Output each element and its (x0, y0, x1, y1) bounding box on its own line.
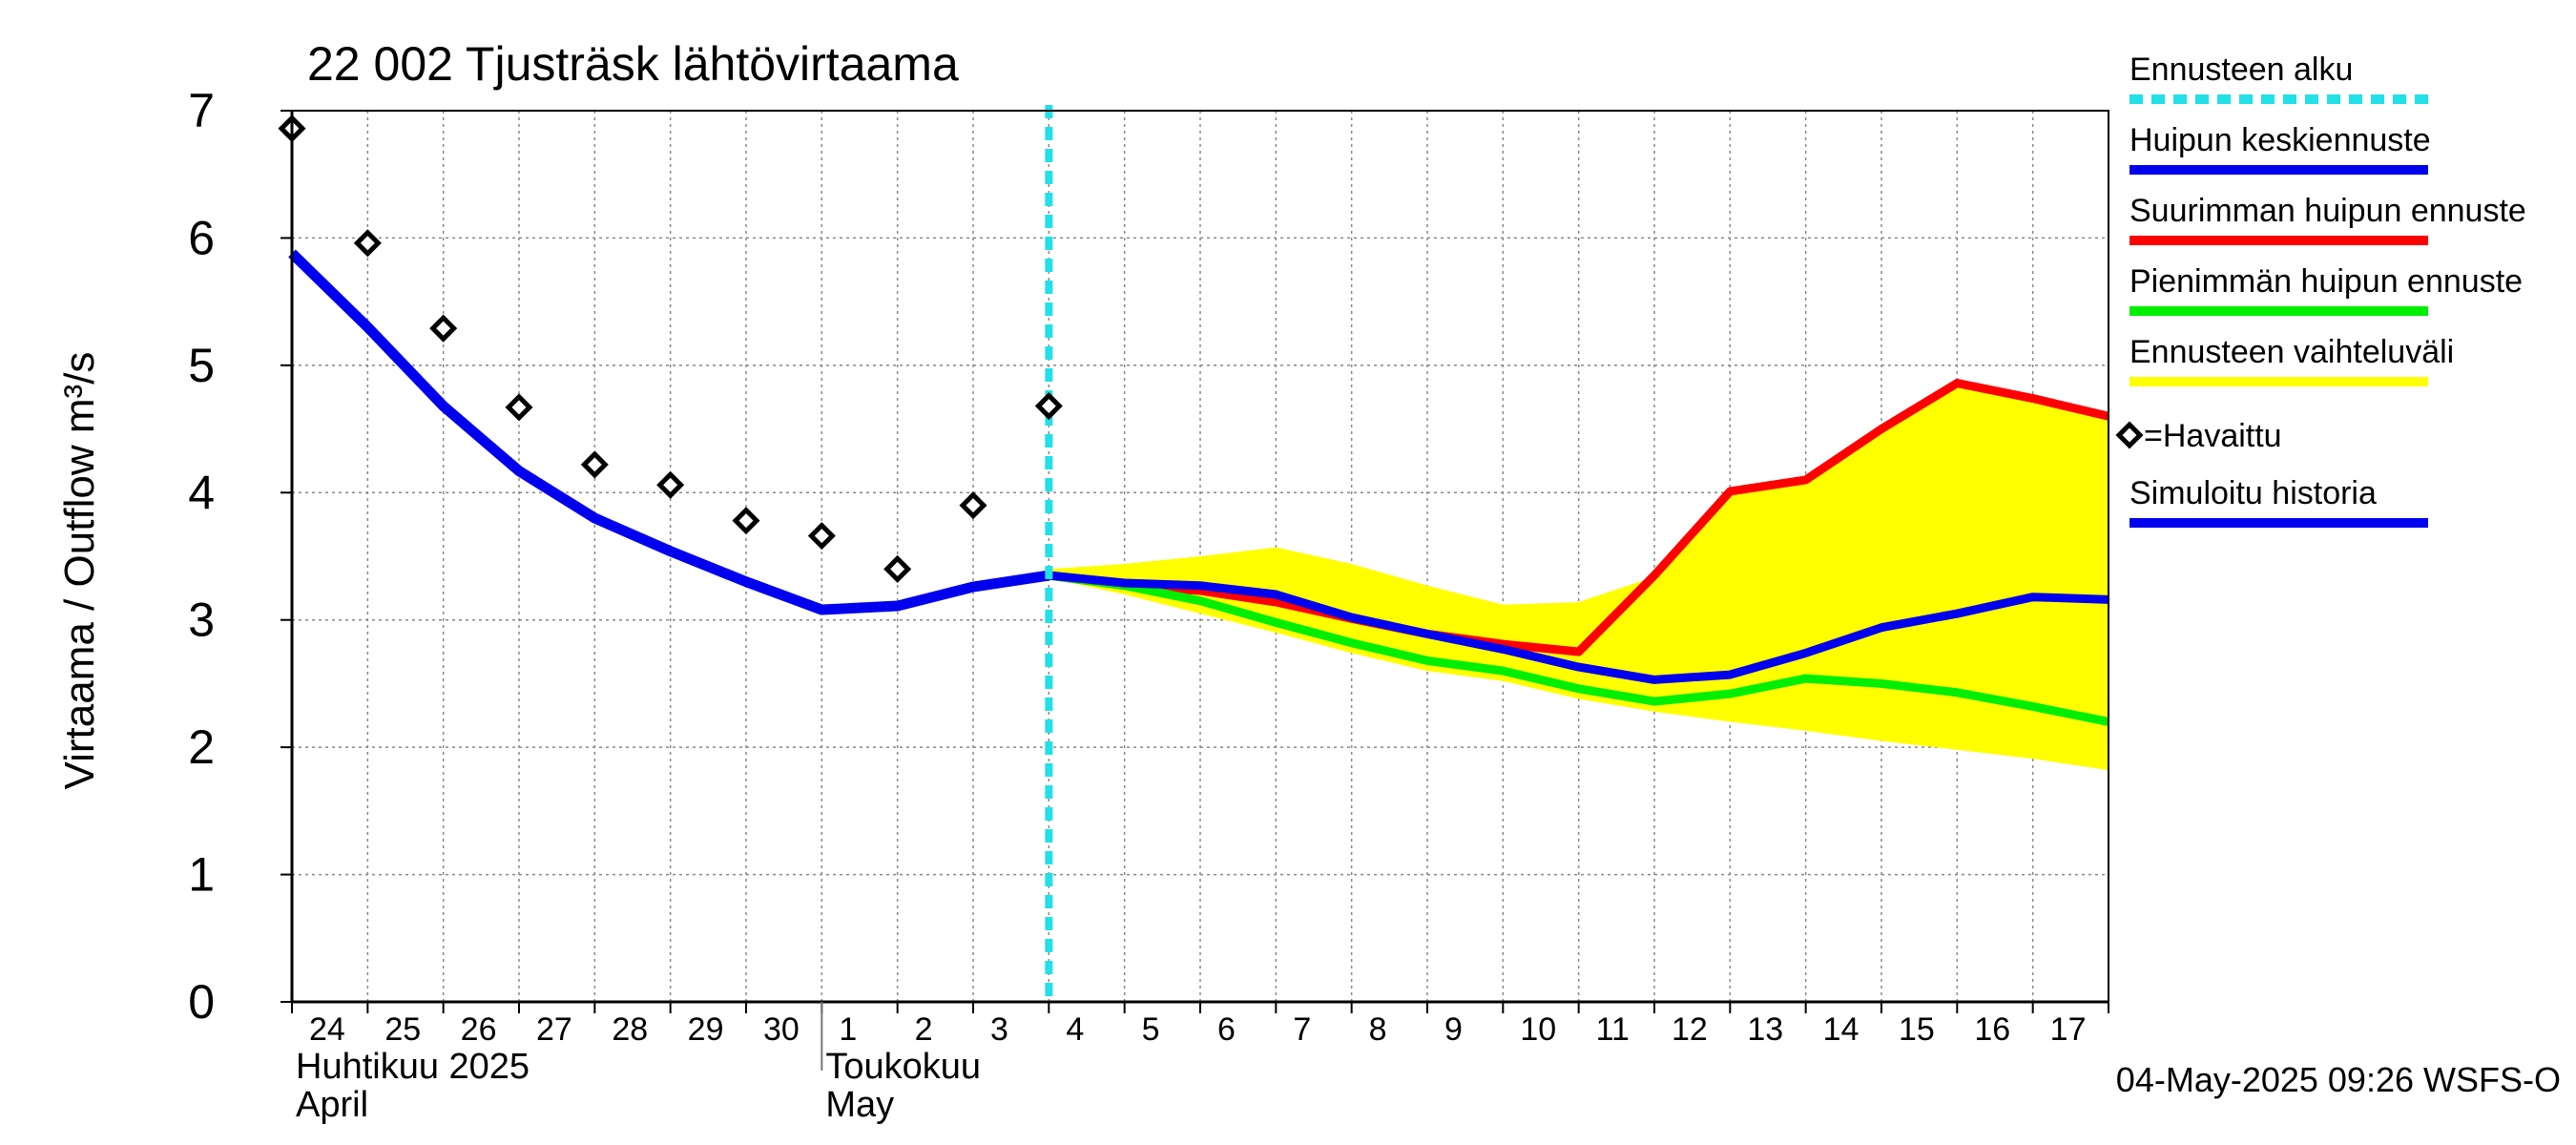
series-line-min (1048, 571, 2109, 726)
legend-label: =Havaittu (2144, 418, 2282, 454)
x-tick-label: 3 (990, 1011, 1008, 1048)
observed-point (883, 554, 912, 583)
series-line-max (1048, 379, 2110, 656)
x-tick-label: 2 (915, 1011, 933, 1048)
legend-label: Simuloitu historia (2129, 475, 2377, 511)
legend-label: Suurimman huipun ennuste (2129, 193, 2526, 229)
x-tick-label: 26 (461, 1011, 497, 1048)
y-tick-label: 6 (188, 211, 215, 264)
y-axis-label: Virtaama / Outflow m³/s (56, 352, 103, 790)
x-tick-label: 1 (839, 1011, 857, 1048)
x-tick-label: 4 (1066, 1011, 1084, 1048)
month-label-english: April (296, 1085, 368, 1125)
x-tick-label: 24 (309, 1011, 345, 1048)
legend-label: Ennusteen vaihteluväli (2129, 334, 2454, 370)
x-tick-label: 28 (612, 1011, 648, 1048)
y-tick-label: 7 (188, 84, 215, 137)
month-label-finnish: Huhtikuu 2025 (296, 1047, 530, 1087)
x-tick-label: 5 (1142, 1011, 1160, 1048)
y-tick-label: 5 (188, 339, 215, 392)
x-tick-label: 29 (688, 1011, 724, 1048)
series-line-history (288, 249, 1050, 615)
timestamp-footer: 04-May-2025 09:26 WSFS-O (2116, 1060, 2561, 1099)
observed-point (353, 229, 382, 258)
x-tick-label: 9 (1444, 1011, 1463, 1048)
legend-marker-observed (2115, 421, 2144, 449)
series-line-mean (1048, 571, 2109, 684)
y-tick-label: 2 (188, 720, 215, 774)
month-label-english: May (825, 1085, 894, 1125)
x-tick-label: 27 (536, 1011, 572, 1048)
chart-title: 22 002 Tjusträsk lähtövirtaama (307, 37, 959, 91)
y-tick-label: 3 (188, 593, 215, 647)
x-tick-label: 15 (1899, 1011, 1935, 1048)
forecast-range-band (1049, 383, 2109, 771)
y-tick-label: 0 (188, 975, 215, 1029)
x-tick-label: 11 (1596, 1011, 1630, 1048)
observed-markers (278, 114, 1063, 583)
observed-point (1034, 392, 1063, 421)
x-tick-label: 13 (1747, 1011, 1783, 1048)
x-tick-label: 8 (1369, 1011, 1387, 1048)
legend-label: Ennusteen alku (2129, 52, 2353, 88)
x-tick-label: 6 (1217, 1011, 1236, 1048)
month-label-finnish: Toukokuu (825, 1047, 981, 1087)
legend-label: Pienimmän huipun ennuste (2129, 263, 2523, 300)
x-tick-label: 14 (1823, 1011, 1859, 1048)
x-tick-label: 7 (1293, 1011, 1311, 1048)
observed-point (656, 470, 685, 499)
x-tick-label: 30 (763, 1011, 800, 1048)
x-tick-label: 25 (384, 1011, 421, 1048)
observed-point (505, 393, 533, 422)
observed-point (807, 522, 836, 551)
observed-point (959, 491, 987, 520)
legend: Ennusteen alku Huipun keskiennuste Suurimm… (2115, 52, 2526, 528)
series-lines (288, 105, 2110, 1002)
range-band (1049, 383, 2109, 771)
y-tick-label: 4 (188, 466, 215, 519)
legend-label: Huipun keskiennuste (2129, 122, 2431, 158)
observed-point (580, 450, 609, 479)
x-tick-label: 10 (1520, 1011, 1556, 1048)
x-tick-label: 16 (1974, 1011, 2010, 1048)
x-tick-label: 17 (2050, 1011, 2087, 1048)
observed-point (732, 507, 760, 535)
y-tick-label: 1 (188, 848, 215, 902)
x-tick-label: 12 (1672, 1011, 1708, 1048)
observed-point (429, 314, 458, 343)
